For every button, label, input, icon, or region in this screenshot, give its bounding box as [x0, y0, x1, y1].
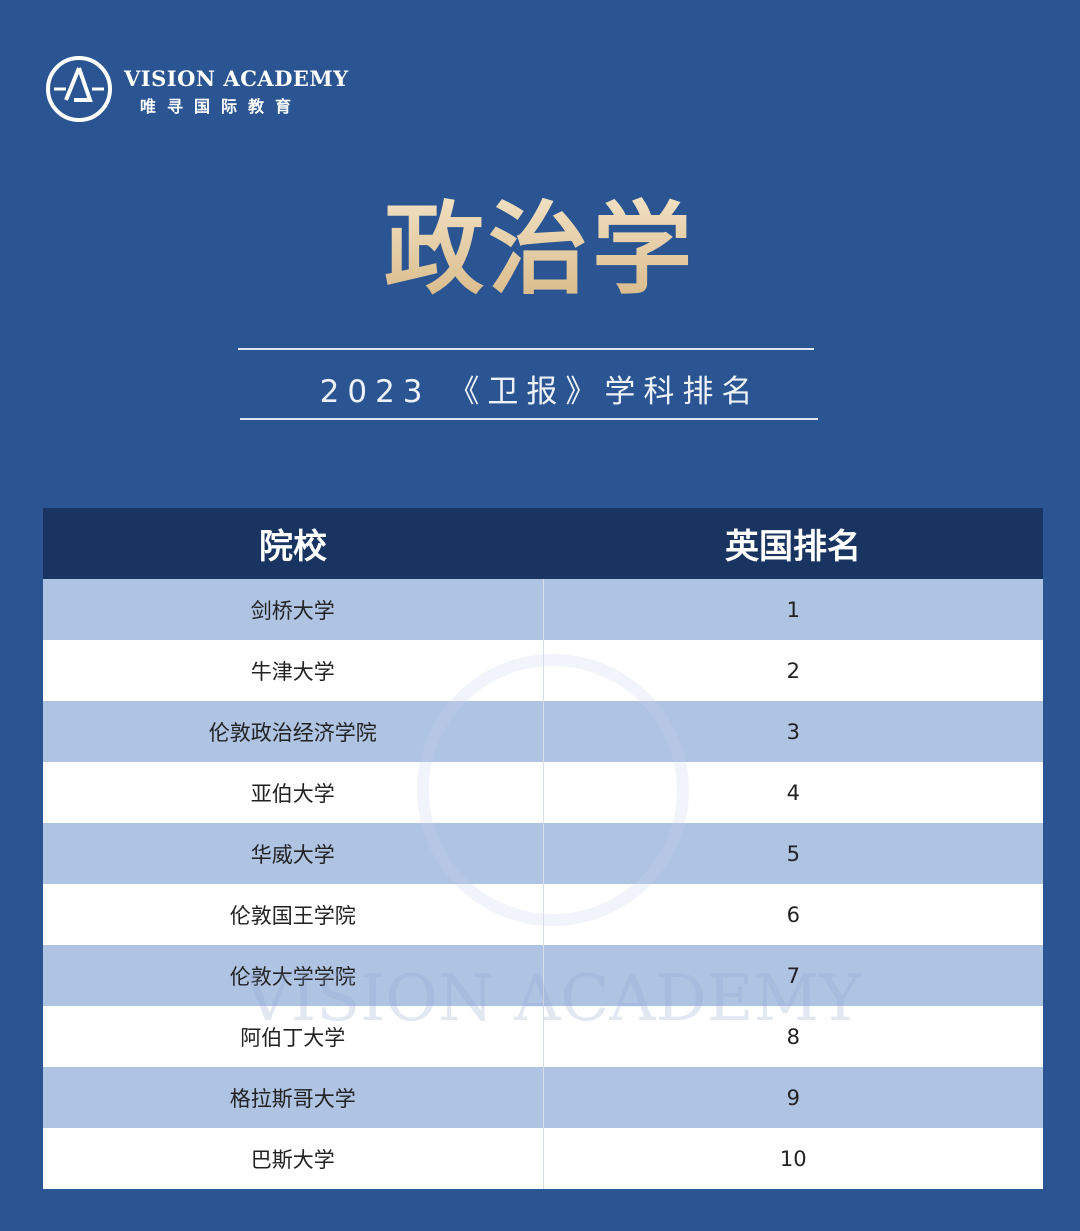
- rank-cell: 6: [542, 884, 1043, 945]
- table-row: 亚伯大学 4: [43, 762, 1043, 823]
- table-row: 剑桥大学 1: [43, 579, 1043, 640]
- school-cell: 华威大学: [43, 823, 543, 884]
- table-row: 伦敦大学学院 7: [43, 945, 1043, 1006]
- table-row: 牛津大学 2: [43, 640, 1043, 701]
- subtitle: 2023 《卫报》学科排名: [319, 374, 761, 410]
- brand-name-cn: 唯寻国际教育: [140, 97, 303, 116]
- rank-cell: 4: [542, 762, 1043, 823]
- table-row: 华威大学 5: [43, 823, 1043, 884]
- school-cell: 伦敦大学学院: [43, 945, 543, 1006]
- vision-academy-logo-icon: [46, 56, 112, 122]
- rank-cell: 8: [542, 1006, 1043, 1067]
- page-title: 政治学: [0, 168, 1080, 313]
- brand-name-en: VISION ACADEMY: [124, 66, 349, 91]
- rank-cell: 1: [542, 579, 1043, 640]
- rank-cell: 3: [542, 701, 1043, 762]
- rank-cell: 7: [542, 945, 1043, 1006]
- school-cell: 格拉斯哥大学: [43, 1067, 543, 1128]
- rank-cell: 9: [542, 1067, 1043, 1128]
- table-row: 伦敦政治经济学院 3: [43, 701, 1043, 762]
- table-row: 阿伯丁大学 8: [43, 1006, 1043, 1067]
- header-rank: 英国排名: [543, 508, 1043, 579]
- rank-cell: 10: [542, 1128, 1043, 1189]
- rank-cell: 2: [542, 640, 1043, 701]
- school-cell: 剑桥大学: [43, 579, 543, 640]
- school-cell: 阿伯丁大学: [43, 1006, 543, 1067]
- school-cell: 牛津大学: [43, 640, 543, 701]
- ranking-table: 院校 英国排名 剑桥大学 1 牛津大学 2 伦敦政治经济学院 3 亚伯大学 4 华威大学 5 伦敦国…: [43, 508, 1043, 1189]
- table-row: 巴斯大学 10: [43, 1128, 1043, 1189]
- rank-cell: 5: [542, 823, 1043, 884]
- school-cell: 亚伯大学: [43, 762, 543, 823]
- table-row: 伦敦国王学院 6: [43, 884, 1043, 945]
- table-row: 格拉斯哥大学 9: [43, 1067, 1043, 1128]
- header-school: 院校: [43, 508, 543, 579]
- divider-bottom: [240, 418, 818, 420]
- school-cell: 巴斯大学: [43, 1128, 543, 1189]
- divider-top: [238, 348, 814, 350]
- school-cell: 伦敦政治经济学院: [43, 701, 543, 762]
- school-cell: 伦敦国王学院: [43, 884, 543, 945]
- table-header: 院校 英国排名: [43, 508, 1043, 579]
